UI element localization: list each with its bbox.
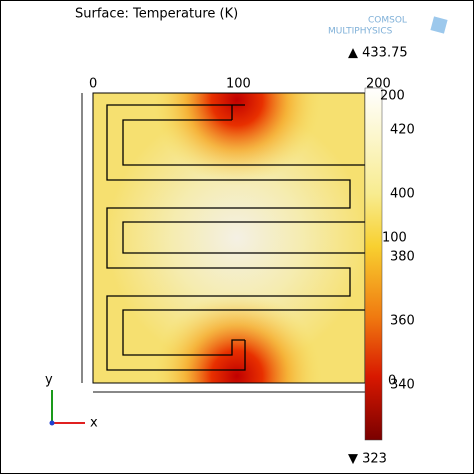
logo-text: COMSOL: [368, 16, 407, 26]
colorbar-tick: 380: [390, 250, 415, 265]
y-tick-label: 200: [380, 89, 405, 104]
y-tick-label: 100: [382, 231, 407, 246]
colorbar-tick: 420: [390, 123, 415, 138]
triad-label: x: [90, 416, 98, 431]
colorbar-tick: 340: [390, 378, 415, 393]
hotspot: [93, 93, 365, 383]
heater-wire: [106, 104, 365, 371]
logo-text: MULTIPHYSICS: [328, 27, 393, 37]
y-tick-label: 0: [388, 374, 396, 389]
colorbar-tick: 400: [390, 187, 415, 202]
max-label: ▲ 433.75: [348, 46, 408, 61]
colorbar: [364, 87, 383, 441]
triad-label: y: [45, 373, 53, 388]
x-tick-label: 100: [226, 77, 251, 92]
triad-z: [49, 420, 55, 426]
logo-icon: [430, 16, 448, 34]
min-label: ▼ 323: [348, 452, 387, 467]
plot-title: Surface: Temperature (K): [75, 7, 238, 22]
x-tick-label: 0: [89, 77, 97, 92]
colorbar-tick: 360: [390, 314, 415, 329]
